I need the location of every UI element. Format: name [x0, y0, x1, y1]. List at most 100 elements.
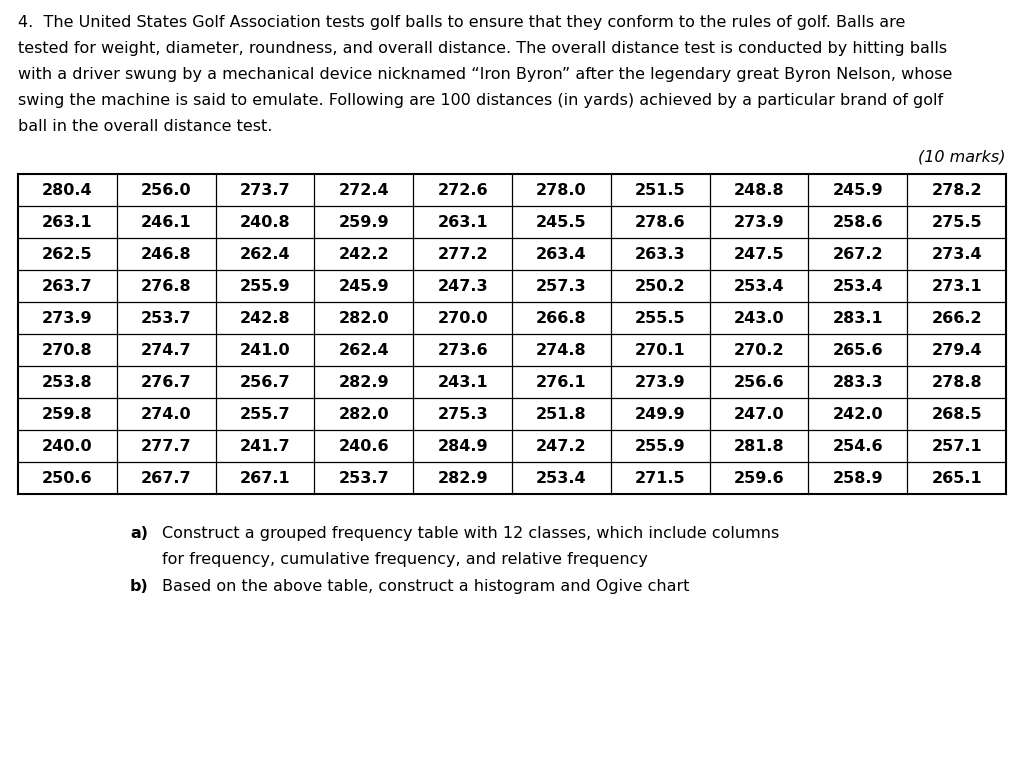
Text: 250.2: 250.2	[635, 278, 685, 293]
Text: 247.0: 247.0	[733, 406, 784, 422]
Text: 257.3: 257.3	[537, 278, 587, 293]
Text: 282.0: 282.0	[339, 310, 389, 325]
Bar	[18, 174, 1006, 494]
Text: Construct a grouped frequency table with 12 classes, which include columns: Construct a grouped frequency table with…	[162, 526, 779, 541]
Text: 263.4: 263.4	[537, 246, 587, 262]
Text: 267.7: 267.7	[141, 470, 191, 485]
Text: 263.3: 263.3	[635, 246, 685, 262]
Text: 273.4: 273.4	[931, 246, 982, 262]
Text: with a driver swung by a mechanical device nicknamed “Iron Byron” after the lege: with a driver swung by a mechanical devi…	[18, 67, 952, 82]
Text: 248.8: 248.8	[733, 183, 784, 198]
Text: 253.4: 253.4	[537, 470, 587, 485]
Text: 262.4: 262.4	[240, 246, 291, 262]
Text: 263.7: 263.7	[42, 278, 93, 293]
Text: 259.8: 259.8	[42, 406, 93, 422]
Text: 275.3: 275.3	[437, 406, 487, 422]
Text: b): b)	[129, 579, 148, 594]
Text: 240.8: 240.8	[240, 215, 291, 230]
Text: 273.7: 273.7	[240, 183, 291, 198]
Text: 251.8: 251.8	[537, 406, 587, 422]
Text: 270.1: 270.1	[635, 343, 685, 358]
Text: 245.9: 245.9	[833, 183, 883, 198]
Text: 278.2: 278.2	[931, 183, 982, 198]
Text: 274.8: 274.8	[537, 343, 587, 358]
Text: 262.4: 262.4	[339, 343, 389, 358]
Text: 246.1: 246.1	[141, 215, 191, 230]
Text: 270.0: 270.0	[437, 310, 487, 325]
Text: 283.3: 283.3	[833, 375, 883, 390]
Text: 275.5: 275.5	[931, 215, 982, 230]
Text: 259.6: 259.6	[733, 470, 784, 485]
Text: 272.6: 272.6	[437, 183, 487, 198]
Text: 256.0: 256.0	[141, 183, 191, 198]
Text: 263.1: 263.1	[42, 215, 93, 230]
Text: 253.7: 253.7	[339, 470, 389, 485]
Text: 273.1: 273.1	[931, 278, 982, 293]
Text: 242.0: 242.0	[833, 406, 883, 422]
Text: 4.  The United States Golf Association tests golf balls to ensure that they conf: 4. The United States Golf Association te…	[18, 15, 905, 30]
Text: 276.1: 276.1	[537, 375, 587, 390]
Text: 262.5: 262.5	[42, 246, 93, 262]
Text: Based on the above table, construct a histogram and Ogive chart: Based on the above table, construct a hi…	[162, 579, 689, 594]
Text: 247.5: 247.5	[733, 246, 784, 262]
Text: 253.4: 253.4	[833, 278, 883, 293]
Text: 242.2: 242.2	[339, 246, 389, 262]
Text: a): a)	[130, 526, 148, 541]
Text: 240.0: 240.0	[42, 438, 93, 453]
Text: 258.9: 258.9	[833, 470, 883, 485]
Text: 243.1: 243.1	[437, 375, 487, 390]
Text: 267.2: 267.2	[833, 246, 883, 262]
Text: 240.6: 240.6	[339, 438, 389, 453]
Text: 273.9: 273.9	[733, 215, 784, 230]
Text: 245.5: 245.5	[537, 215, 587, 230]
Text: 256.7: 256.7	[240, 375, 291, 390]
Text: 251.5: 251.5	[635, 183, 685, 198]
Text: 256.6: 256.6	[733, 375, 784, 390]
Text: 282.9: 282.9	[437, 470, 487, 485]
Text: 253.4: 253.4	[733, 278, 784, 293]
Text: 273.9: 273.9	[42, 310, 93, 325]
Text: 282.9: 282.9	[339, 375, 389, 390]
Text: 271.5: 271.5	[635, 470, 685, 485]
Text: 278.0: 278.0	[537, 183, 587, 198]
Text: 246.8: 246.8	[141, 246, 191, 262]
Text: 249.9: 249.9	[635, 406, 685, 422]
Text: 284.9: 284.9	[437, 438, 487, 453]
Text: tested for weight, diameter, roundness, and overall distance. The overall distan: tested for weight, diameter, roundness, …	[18, 41, 947, 56]
Text: 255.5: 255.5	[635, 310, 685, 325]
Text: 265.6: 265.6	[833, 343, 883, 358]
Text: 272.4: 272.4	[339, 183, 389, 198]
Text: 247.2: 247.2	[537, 438, 587, 453]
Text: 276.8: 276.8	[141, 278, 191, 293]
Text: 254.6: 254.6	[833, 438, 883, 453]
Text: 277.2: 277.2	[437, 246, 487, 262]
Text: 241.7: 241.7	[240, 438, 291, 453]
Text: 243.0: 243.0	[733, 310, 784, 325]
Text: 258.6: 258.6	[833, 215, 883, 230]
Text: 266.8: 266.8	[537, 310, 587, 325]
Text: 274.0: 274.0	[141, 406, 191, 422]
Text: 282.0: 282.0	[339, 406, 389, 422]
Text: 267.1: 267.1	[240, 470, 291, 485]
Text: 263.1: 263.1	[437, 215, 487, 230]
Text: 257.1: 257.1	[931, 438, 982, 453]
Text: (10 marks): (10 marks)	[919, 149, 1006, 164]
Text: 255.9: 255.9	[240, 278, 291, 293]
Text: 241.0: 241.0	[240, 343, 291, 358]
Text: 268.5: 268.5	[931, 406, 982, 422]
Text: 283.1: 283.1	[833, 310, 883, 325]
Text: 265.1: 265.1	[931, 470, 982, 485]
Text: 278.6: 278.6	[635, 215, 685, 230]
Text: 279.4: 279.4	[931, 343, 982, 358]
Text: 266.2: 266.2	[931, 310, 982, 325]
Text: 255.9: 255.9	[635, 438, 685, 453]
Text: 273.9: 273.9	[635, 375, 685, 390]
Text: ball in the overall distance test.: ball in the overall distance test.	[18, 119, 272, 134]
Text: 247.3: 247.3	[437, 278, 487, 293]
Text: 281.8: 281.8	[733, 438, 784, 453]
Text: 253.8: 253.8	[42, 375, 93, 390]
Text: 273.6: 273.6	[437, 343, 487, 358]
Text: swing the machine is said to emulate. Following are 100 distances (in yards) ach: swing the machine is said to emulate. Fo…	[18, 93, 943, 108]
Text: 255.7: 255.7	[240, 406, 291, 422]
Text: 253.7: 253.7	[141, 310, 191, 325]
